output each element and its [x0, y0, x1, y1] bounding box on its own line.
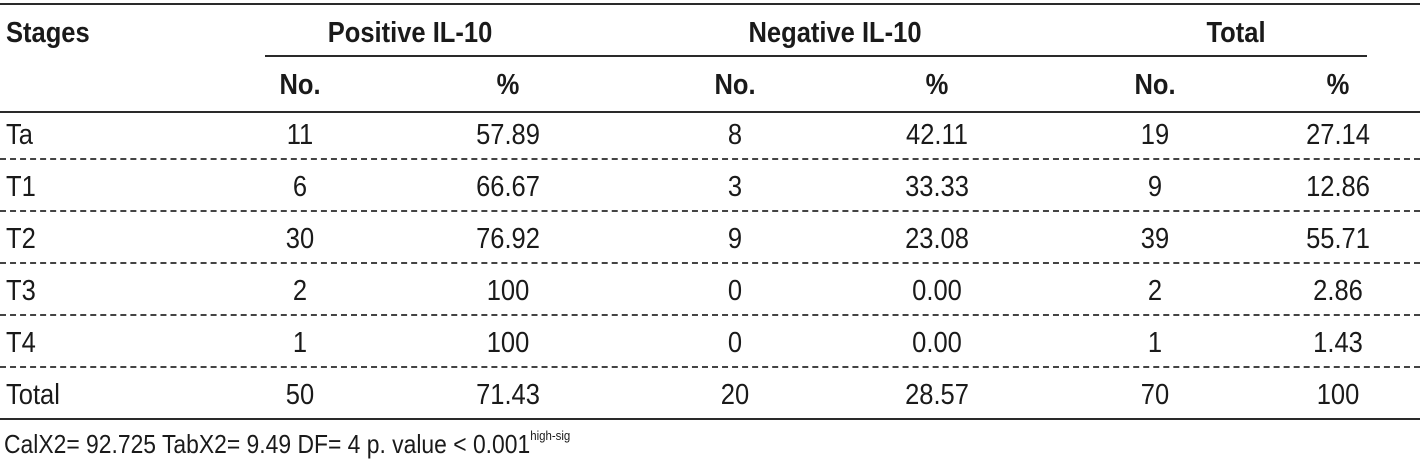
group-header-rule [265, 55, 1367, 57]
group-header-total: Total [1206, 17, 1266, 49]
table-cell: 27.14 [1306, 119, 1370, 151]
table-cell: 11 [286, 119, 314, 151]
group-header-positive: Positive IL-10 [327, 17, 493, 49]
table-cell: 71.43 [476, 379, 540, 411]
table-cell: 8 [727, 119, 743, 151]
table-cell: 70 [1140, 379, 1170, 411]
footnote-text: CalX2= 92.725 TabX2= 9.49 DF= 4 p. value… [4, 429, 531, 459]
table-cell: 1.43 [1313, 327, 1363, 359]
table-cell: 20 [720, 379, 750, 411]
table-cell: 100 [1316, 379, 1360, 411]
table-cell: 2 [1147, 275, 1163, 307]
table-cell: 66.67 [476, 171, 540, 203]
top-rule [0, 3, 1420, 5]
table-cell: 57.89 [476, 119, 540, 151]
table-cell: 3 [727, 171, 743, 203]
row-divider [0, 210, 1420, 212]
table-cell: 42.11 [906, 119, 968, 151]
table-cell: 2 [292, 275, 308, 307]
table-cell: 6 [292, 171, 308, 203]
row-stage-label: T3 [6, 275, 36, 307]
table-cell: 0 [727, 275, 743, 307]
subheader-no: No. [714, 69, 756, 101]
table-cell: 28.57 [905, 379, 969, 411]
row-divider [0, 262, 1420, 264]
table-cell: 9 [1147, 171, 1163, 203]
subheader-no: No. [1134, 69, 1176, 101]
table-cell: 23.08 [905, 223, 969, 255]
table-cell: 1 [292, 327, 308, 359]
row-stage-label: T4 [6, 327, 36, 359]
footnote-superscript: high-sig [530, 428, 571, 443]
row-stage-label: T1 [6, 171, 36, 203]
subheader-percent: % [496, 69, 520, 101]
row-divider [0, 158, 1420, 160]
table-cell: 100 [486, 275, 530, 307]
row-stage-label: T2 [6, 223, 36, 255]
header-bottom-rule [0, 111, 1420, 113]
group-header-negative: Negative IL-10 [748, 17, 922, 49]
bottom-rule [0, 418, 1420, 420]
table-cell: 0.00 [912, 275, 962, 307]
table-cell: 76.92 [476, 223, 540, 255]
table-cell: 30 [285, 223, 315, 255]
table-cell: 33.33 [905, 171, 969, 203]
table-cell: 12.86 [1306, 171, 1370, 203]
row-divider [0, 314, 1420, 316]
subheader-no: No. [279, 69, 321, 101]
table-cell: 100 [486, 327, 530, 359]
table-cell: 2.86 [1313, 275, 1363, 307]
table-cell: 0.00 [912, 327, 962, 359]
table-cell: 39 [1140, 223, 1170, 255]
table-cell: 19 [1140, 119, 1170, 151]
table-cell: 55.71 [1306, 223, 1370, 255]
subheader-percent: % [925, 69, 949, 101]
table-cell: 50 [285, 379, 315, 411]
subheader-percent: % [1326, 69, 1350, 101]
table-cell: 0 [727, 327, 743, 359]
row-stage-label: Total [6, 379, 60, 411]
table-cell: 9 [727, 223, 743, 255]
corner-header: Stages [6, 17, 90, 49]
table-cell: 1 [1147, 327, 1163, 359]
row-divider [0, 366, 1420, 368]
row-stage-label: Ta [6, 119, 33, 151]
footnote: CalX2= 92.725 TabX2= 9.49 DF= 4 p. value… [4, 428, 570, 460]
